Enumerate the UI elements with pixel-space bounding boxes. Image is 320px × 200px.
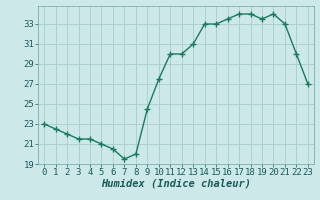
X-axis label: Humidex (Indice chaleur): Humidex (Indice chaleur) <box>101 179 251 189</box>
